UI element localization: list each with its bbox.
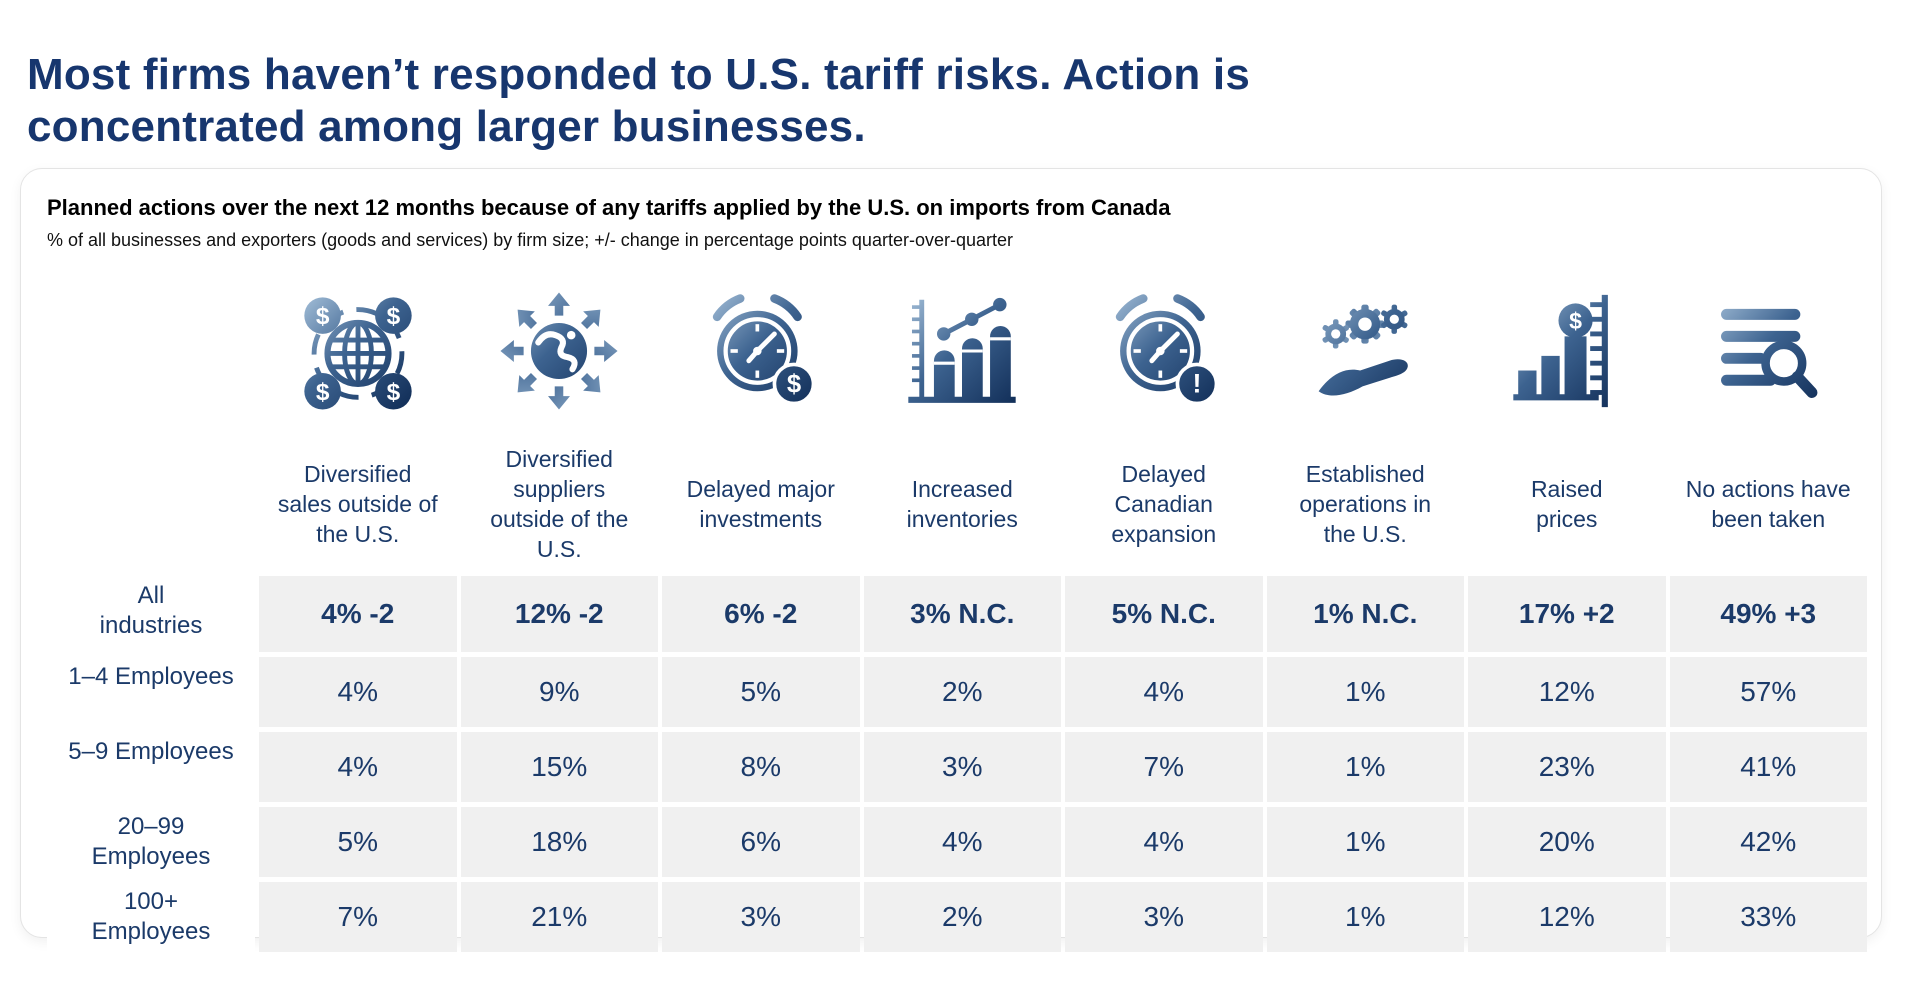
column-label: Increased inventories: [906, 476, 1018, 532]
column-header-diversified-suppliers: Diversified suppliers outside of the U.S…: [460, 263, 658, 571]
clock-dollar-icon: $: [712, 294, 816, 406]
table-cell: 5%: [259, 807, 457, 877]
clock-exclamation-icon: !: [1115, 294, 1219, 406]
icon-box: !: [1103, 263, 1225, 439]
svg-text:$: $: [386, 379, 400, 406]
icon-box: [901, 263, 1023, 439]
list-magnifier-icon: [1721, 308, 1818, 398]
table-cell: 9%: [460, 657, 658, 727]
table-cell: 18%: [460, 807, 658, 877]
table-cell: 33%: [1669, 882, 1867, 952]
table-cell: 3%: [863, 732, 1061, 802]
icon-box: [498, 263, 620, 439]
column-header-delayed-expansion: ! Delayed Canadian expansion: [1065, 263, 1263, 571]
row-label-1-4-employees: 1–4 Employees: [47, 657, 255, 727]
table-cell: 1%: [1266, 882, 1464, 952]
table-cell: 1%: [1266, 807, 1464, 877]
table-cell: 12%: [1468, 657, 1666, 727]
page-title: Most firms haven’t responded to U.S. tar…: [27, 50, 1251, 152]
column-header-diversified-sales: $ $ $ $ Diversified sales outside of the…: [259, 263, 457, 571]
icon-box: $ $ $ $: [297, 263, 419, 439]
actions-table: $ $ $ $ Diversified sales outside of the…: [47, 263, 1867, 952]
table-cell: 1%: [1266, 657, 1464, 727]
table-cell: 12% -2: [460, 576, 658, 652]
icon-box: $: [1506, 263, 1628, 439]
table-cell: 7%: [1065, 732, 1263, 802]
table-cell: 4%: [863, 807, 1061, 877]
table-cell: 7%: [259, 882, 457, 952]
table-cell: 57%: [1669, 657, 1867, 727]
svg-text:$: $: [787, 370, 801, 398]
table-cell: 5%: [662, 657, 860, 727]
row-label-5-9-employees: 5–9 Employees: [47, 732, 255, 802]
column-label: Delayed major investments: [686, 476, 835, 532]
column-label: No actions have been taken: [1685, 476, 1851, 532]
table-cell: 20%: [1468, 807, 1666, 877]
icon-box: [1707, 263, 1829, 439]
column-header-established-operations: Established operations in the U.S.: [1266, 263, 1464, 571]
column-header-raised-prices: $ Raised prices: [1468, 263, 1666, 571]
table-cell: 4%: [259, 732, 457, 802]
table-cell: 42%: [1669, 807, 1867, 877]
icon-box: [1304, 263, 1426, 439]
column-label: Raised prices: [1530, 476, 1603, 532]
price-bars-dollar-icon: $: [1513, 294, 1608, 408]
table-cell: 3%: [662, 882, 860, 952]
row-label-100-plus-employees: 100+ Employees: [47, 882, 255, 952]
column-header-delayed-investments: $ Delayed major investments: [662, 263, 860, 571]
column-label: Diversified sales outside of the U.S.: [277, 461, 438, 547]
table-cell: 4%: [1065, 657, 1263, 727]
column-label: Delayed Canadian expansion: [1111, 461, 1217, 547]
row-label-20-99-employees: 20–99 Employees: [47, 807, 255, 877]
row-label-all-industries: All industries: [47, 576, 255, 652]
table-cell: 8%: [662, 732, 860, 802]
gears-in-hand-icon: [1318, 304, 1409, 396]
table-cell: 12%: [1468, 882, 1666, 952]
globe-outward-arrows-icon: [500, 292, 618, 410]
table-cell: 15%: [460, 732, 658, 802]
table-cell: 41%: [1669, 732, 1867, 802]
table-cell: 3%: [1065, 882, 1263, 952]
svg-text:$: $: [316, 303, 330, 330]
table-cell: 1% N.C.: [1266, 576, 1464, 652]
icon-box: $: [700, 263, 822, 439]
table-cell: 2%: [863, 882, 1061, 952]
column-label: Diversified suppliers outside of the U.S…: [490, 446, 629, 562]
table-cell: 1%: [1266, 732, 1464, 802]
table-cell: 23%: [1468, 732, 1666, 802]
table-cell: 4%: [1065, 807, 1263, 877]
table-cell: 4% -2: [259, 576, 457, 652]
svg-text:$: $: [316, 379, 330, 406]
svg-text:$: $: [386, 303, 400, 330]
table-cell: 4%: [259, 657, 457, 727]
table-cell: 21%: [460, 882, 658, 952]
table-cell: 3% N.C.: [863, 576, 1061, 652]
svg-text:!: !: [1192, 368, 1201, 398]
svg-text:$: $: [1569, 308, 1582, 334]
card-heading: Planned actions over the next 12 months …: [47, 195, 1171, 220]
table-cell: 6%: [662, 807, 860, 877]
table-cell: 5% N.C.: [1065, 576, 1263, 652]
globe-dollar-coins-icon: $ $ $ $: [304, 297, 412, 410]
rising-bars-trendline-icon: [908, 297, 1016, 403]
table-cell: 49% +3: [1669, 576, 1867, 652]
table-cell: 6% -2: [662, 576, 860, 652]
table-cell: 2%: [863, 657, 1061, 727]
planned-actions-card: Planned actions over the next 12 months …: [20, 168, 1882, 952]
column-header-no-actions: No actions have been taken: [1669, 263, 1867, 571]
table-cell: 17% +2: [1468, 576, 1666, 652]
table-corner-spacer: [47, 263, 255, 571]
card-subheading: % of all businesses and exporters (goods…: [47, 230, 1013, 250]
column-label: Established operations in the U.S.: [1299, 461, 1432, 547]
column-header-increased-inventories: Increased inventories: [863, 263, 1061, 571]
